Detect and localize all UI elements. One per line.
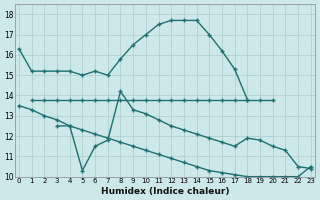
X-axis label: Humidex (Indice chaleur): Humidex (Indice chaleur) [100,187,229,196]
